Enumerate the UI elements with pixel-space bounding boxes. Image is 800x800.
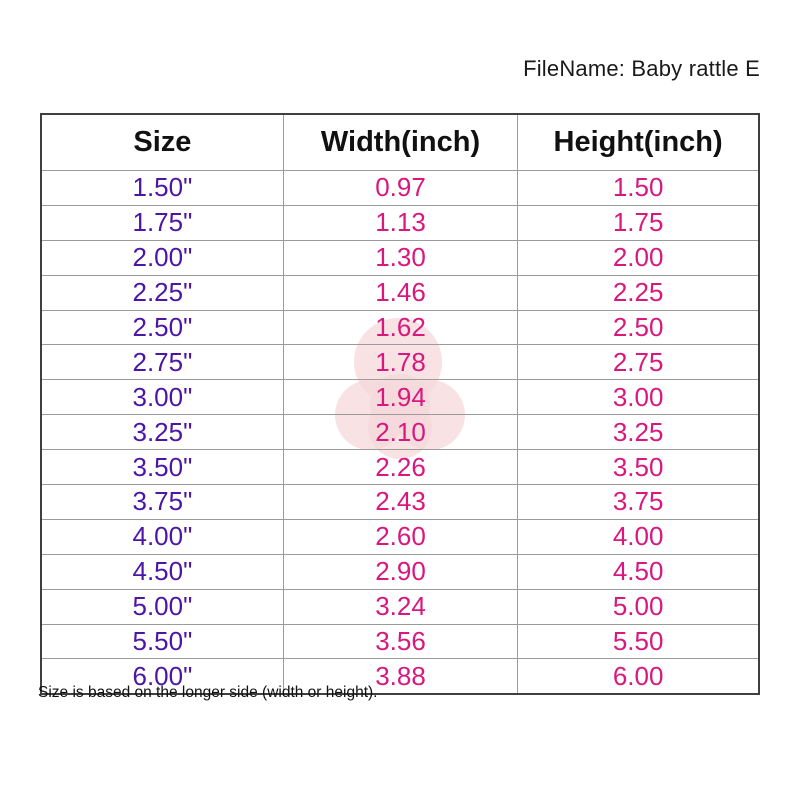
table-row: 2.25" 1.46 2.25 [40,274,760,311]
table-row: 5.00" 3.24 5.00 [40,588,760,625]
size-cell: 1.50" [40,170,284,206]
table-row: 3.00" 1.94 3.00 [40,379,760,416]
size-cell: 2.75" [40,344,284,381]
width-value-cell: 1.62 [282,309,519,346]
column-header-size: Size [40,113,284,171]
table-row: 3.75" 2.43 3.75 [40,484,760,520]
size-cell: 4.50" [40,553,284,590]
height-value-cell: 2.50 [517,309,760,346]
size-cell: 1.75" [40,204,284,241]
height-value-cell: 1.75 [517,204,760,241]
footnote: Size is based on the longer side (width … [38,684,378,701]
width-value-cell: 0.97 [282,170,519,206]
table-header: Size Width(inch) Height(inch) [40,113,760,171]
height-value-cell: 3.50 [517,449,760,486]
height-value-cell: 4.50 [517,553,760,590]
width-value-cell: 3.24 [282,588,519,625]
size-cell: 2.00" [40,239,284,276]
table-row: 2.50" 1.62 2.50 [40,309,760,346]
size-cell: 3.25" [40,414,284,451]
width-value-cell: 1.13 [282,204,519,241]
column-header-width: Width(inch) [282,113,519,171]
width-value-cell: 1.30 [282,239,519,276]
size-cell: 3.75" [40,484,284,520]
width-value-cell: 3.56 [282,623,519,660]
height-value-cell: 3.25 [517,414,760,451]
width-value-cell: 1.78 [282,344,519,381]
table-row: 5.50" 3.56 5.50 [40,623,760,660]
width-value-cell: 2.43 [282,484,519,520]
width-value-cell: 3.88 [282,658,519,695]
height-value-cell: 2.00 [517,239,760,276]
size-cell: 2.50" [40,309,284,346]
column-header-height: Height(inch) [517,113,760,171]
width-value-cell: 1.94 [282,379,519,416]
table-row: 3.50" 2.26 3.50 [40,449,760,486]
table-row: 1.75" 1.13 1.75 [40,204,760,241]
height-value-cell: 2.25 [517,274,760,311]
height-value-cell: 1.50 [517,170,760,206]
width-value-cell: 2.26 [282,449,519,486]
height-value-cell: 3.75 [517,484,760,520]
height-value-cell: 6.00 [517,658,760,695]
size-cell: 3.00" [40,379,284,416]
height-value-cell: 5.50 [517,623,760,660]
height-value-cell: 5.00 [517,588,760,625]
table-body: 1.50" 0.97 1.50 1.75" 1.13 1.75 2.00" 1.30 2.00 2… [40,170,760,695]
size-cell: 4.00" [40,518,284,555]
table-row: 4.00" 2.60 4.00 [40,518,760,555]
width-value-cell: 2.90 [282,553,519,590]
header-row: Size Width(inch) Height(inch) [40,113,760,171]
width-value-cell: 2.10 [282,414,519,451]
table-row: 3.25" 2.10 3.25 [40,414,760,451]
size-cell: 6.00" [40,658,284,695]
height-value-cell: 3.00 [517,379,760,416]
size-cell: 2.25" [40,274,284,311]
height-value-cell: 2.75 [517,344,760,381]
width-value-cell: 1.46 [282,274,519,311]
size-cell: 5.00" [40,588,284,625]
width-value-cell: 2.60 [282,518,519,555]
table-row: 6.00" 3.88 6.00 [40,658,760,695]
table-row: 1.50" 0.97 1.50 [40,170,760,206]
filename-label: FileName: Baby rattle E [523,56,760,81]
table-row: 4.50" 2.90 4.50 [40,553,760,590]
size-cell: 5.50" [40,623,284,660]
height-value-cell: 4.00 [517,518,760,555]
size-chart-table: Size Width(inch) Height(inch) 1.50" 0.97 1… [40,113,760,696]
table-row: 2.75" 1.78 2.75 [40,344,760,381]
size-cell: 3.50" [40,449,284,486]
table-row: 2.00" 1.30 2.00 [40,239,760,276]
